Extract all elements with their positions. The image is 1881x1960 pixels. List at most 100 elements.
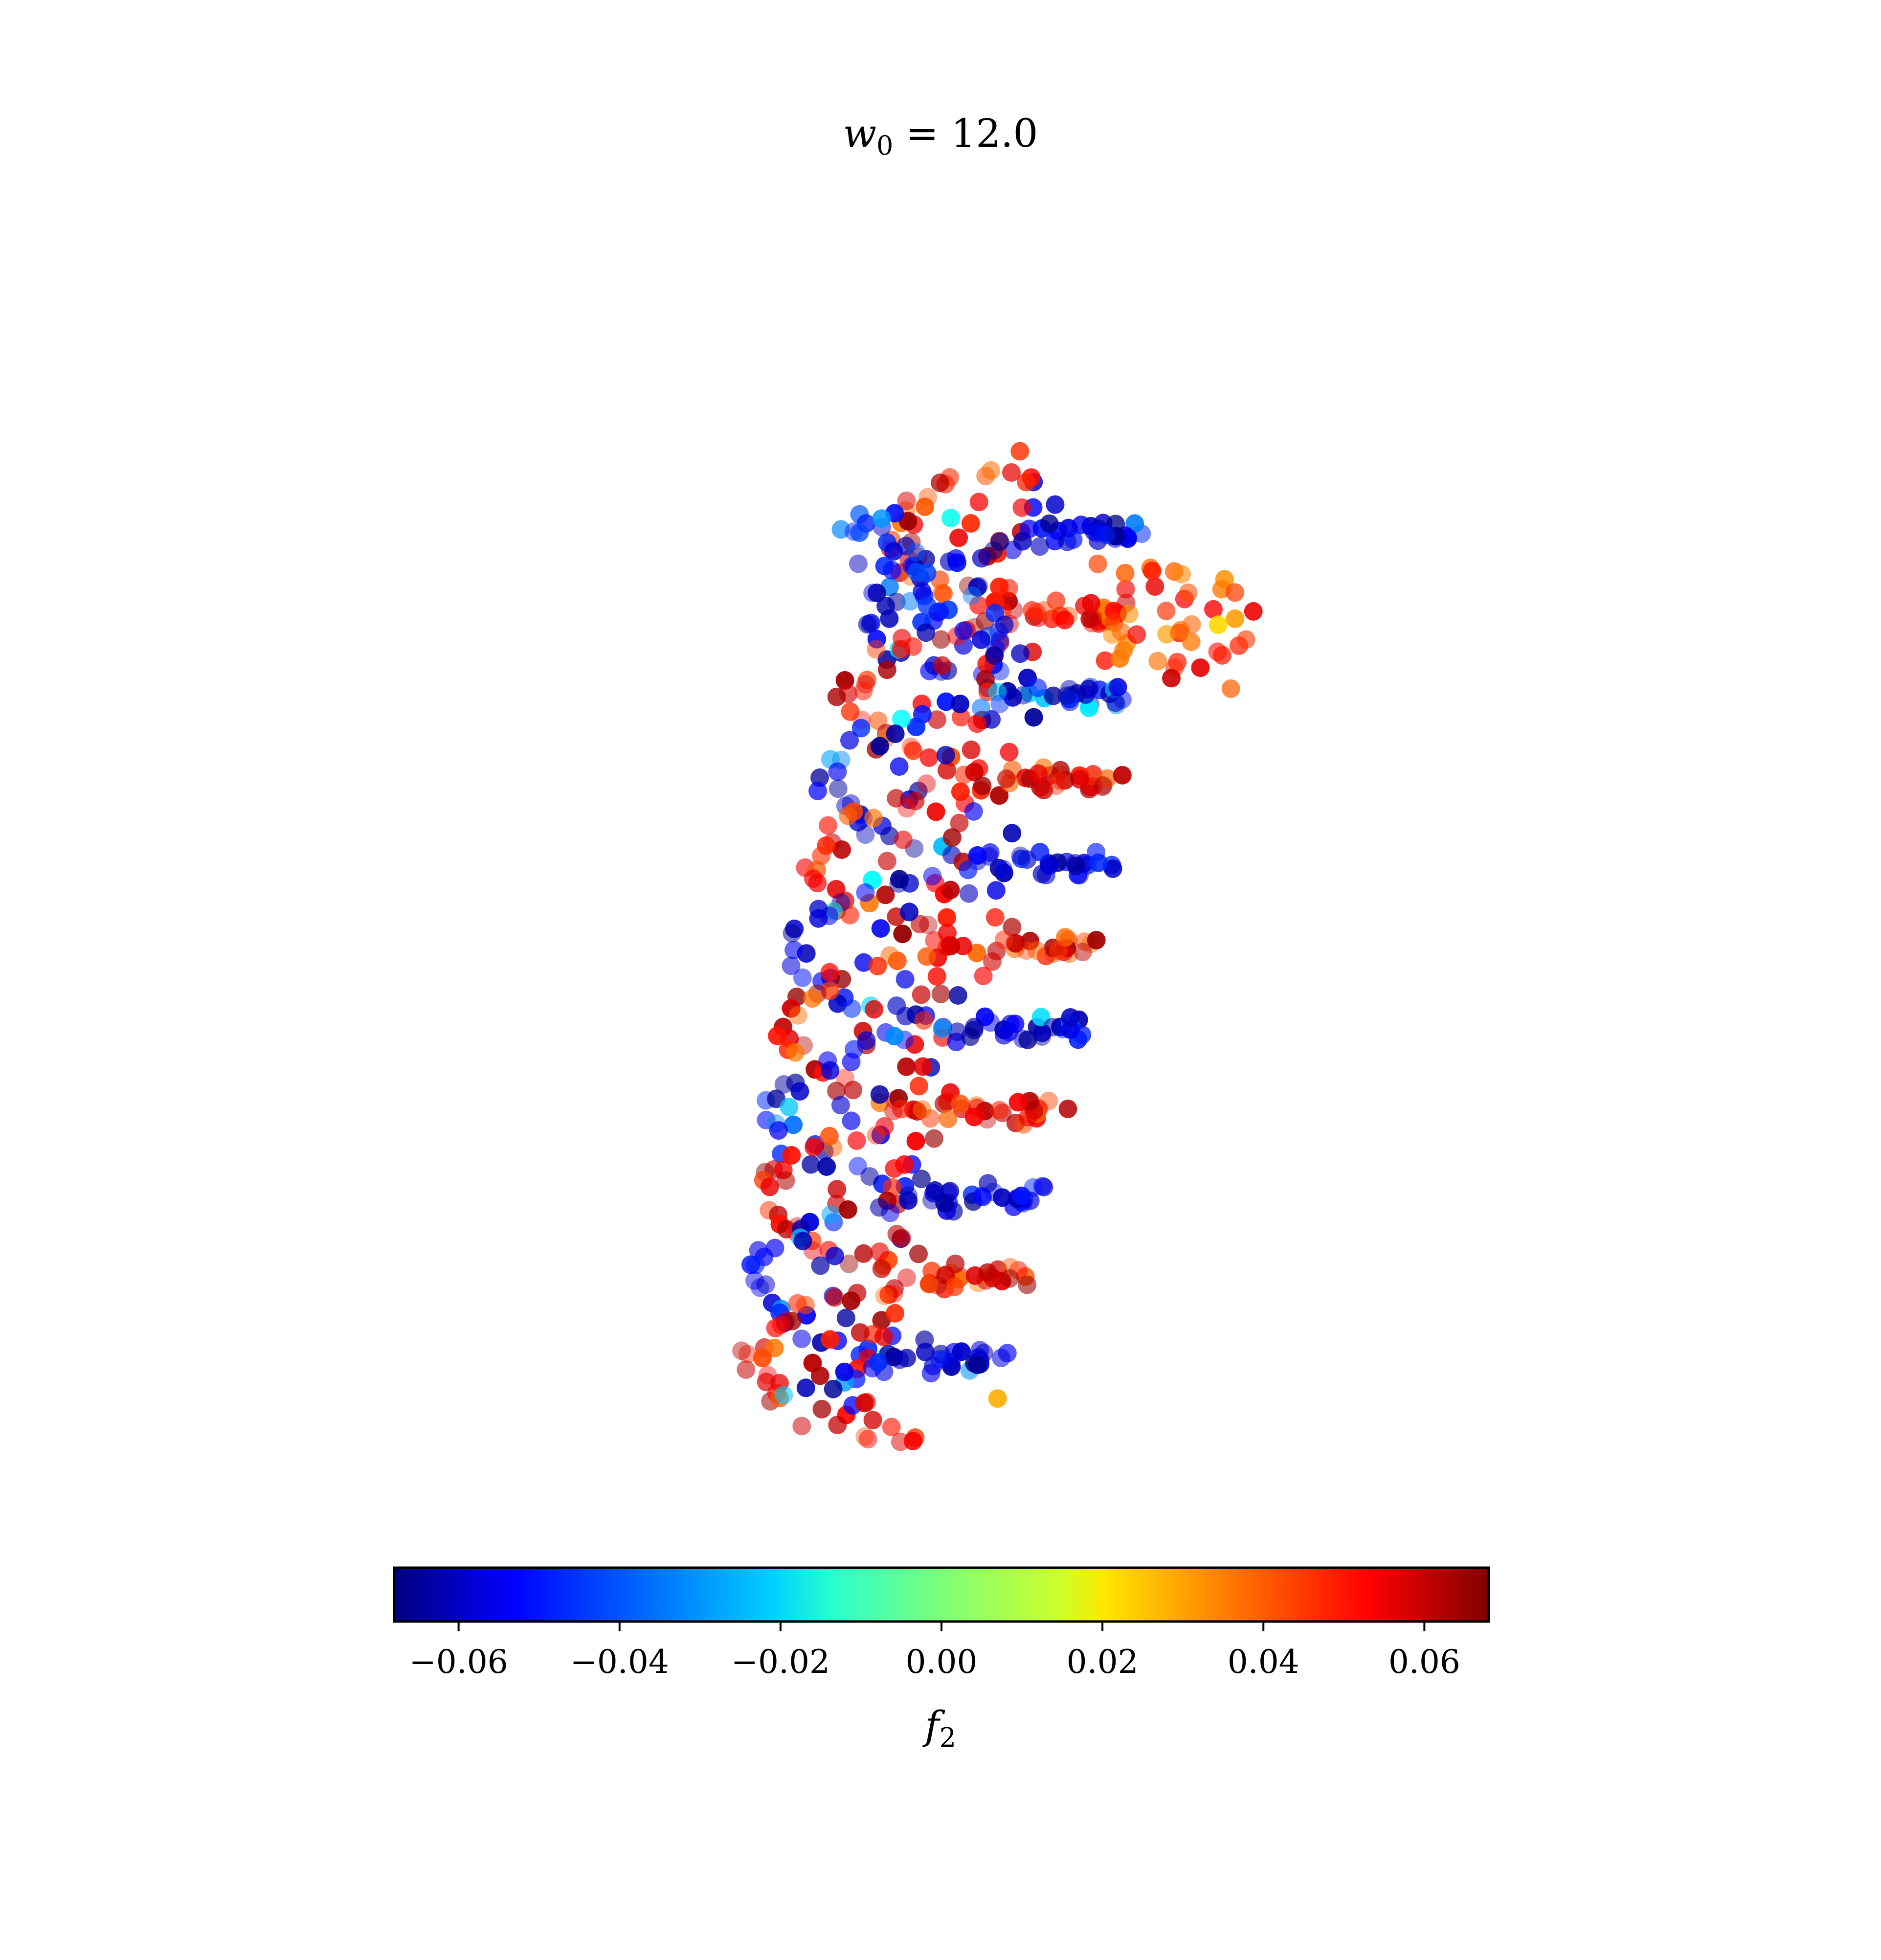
scatter-point [1182, 615, 1201, 634]
scatter-point [1046, 495, 1065, 514]
scatter-point [897, 491, 916, 510]
scatter-point [982, 461, 1001, 480]
scatter-point [828, 762, 847, 781]
scatter-point [856, 883, 875, 902]
scatter-point [825, 1288, 844, 1307]
scatter-point [1212, 646, 1232, 665]
scatter-point [990, 786, 1009, 805]
scatter-point [877, 852, 896, 871]
scatter-point [1191, 658, 1210, 677]
scatter-point [808, 874, 827, 893]
scatter-point [995, 615, 1014, 634]
scatter-point [927, 967, 946, 986]
scatter-point [844, 1081, 863, 1100]
scatter-point [1010, 442, 1030, 461]
scatter-point [1067, 856, 1086, 876]
scatter-point [994, 859, 1013, 879]
scatter-point [849, 554, 868, 573]
scatter-point [997, 769, 1016, 789]
scatter-point [912, 1170, 931, 1189]
scatter-point [784, 941, 804, 960]
scatter-point [1209, 615, 1228, 634]
scatter-point [926, 802, 945, 821]
scatter-point [1029, 764, 1048, 783]
scatter-point [828, 1416, 847, 1435]
scatter-point [835, 1362, 854, 1381]
scatter-point [1162, 669, 1181, 688]
scatter-point [914, 1011, 933, 1030]
scatter-point [1226, 609, 1245, 628]
title-base: w [843, 111, 876, 156]
scatter-point [968, 846, 987, 865]
scatter-point [856, 825, 875, 844]
scatter-point [910, 915, 929, 934]
scatter-point [782, 1146, 801, 1165]
scatter-point [1017, 473, 1035, 492]
scatter-point [907, 563, 926, 582]
scatter-point [906, 1131, 925, 1150]
scatter-point [790, 1082, 809, 1101]
scatter-point [1011, 644, 1030, 663]
scatter-point [780, 1098, 799, 1117]
scatter-point [868, 957, 887, 975]
scatter-point [923, 867, 942, 886]
colorbar-ticks: −0.06 −0.04 −0.02 0.00 0.02 0.04 0.06 [409, 1622, 1460, 1681]
scatter-point [1111, 622, 1130, 641]
scatter-point [887, 789, 906, 808]
scatter-point [1098, 769, 1117, 788]
scatter-point [884, 542, 903, 561]
scatter-point [1039, 1091, 1058, 1110]
scatter-point [867, 1126, 886, 1145]
scatter-point [864, 809, 883, 828]
scatter-point [930, 1350, 949, 1369]
scatter-point [971, 698, 990, 717]
scatter-point [901, 737, 920, 756]
scatter-point [875, 1117, 894, 1136]
scatter-point [850, 523, 869, 542]
scatter-point [884, 1284, 903, 1304]
scatter-point [1060, 690, 1079, 709]
scatter-point [907, 718, 926, 737]
scatter-point [1013, 686, 1032, 705]
scatter-point [1103, 859, 1122, 878]
scatter-point [788, 1294, 807, 1313]
scatter-point [918, 916, 938, 935]
title-subscript: 0 [876, 130, 893, 161]
scatter-point [925, 1129, 943, 1148]
scatter-point [1040, 514, 1059, 533]
scatter-point [1073, 943, 1092, 962]
scatter-point [817, 1157, 836, 1176]
scatter-point [854, 953, 873, 972]
scatter-point [1244, 602, 1263, 621]
scatter-point [1225, 583, 1244, 602]
scatter-point [821, 1061, 840, 1080]
scatter-point [985, 646, 1004, 665]
scatter-point [886, 724, 905, 743]
scatter-point [854, 1244, 873, 1263]
scatter-point [1040, 856, 1058, 875]
scatter-point [842, 1291, 861, 1310]
scatter-point [1081, 594, 1100, 613]
scatter-point [1113, 766, 1132, 785]
scatter-point [824, 1379, 843, 1398]
scatter-point [993, 1188, 1012, 1207]
scatter-point [999, 579, 1018, 598]
scatter-point [880, 946, 899, 965]
scatter-point [1030, 843, 1050, 862]
scatter-point [1127, 625, 1146, 644]
scatter-point [913, 582, 932, 601]
scatter-point [968, 1355, 987, 1374]
scatter-point [756, 1275, 775, 1294]
scatter-point [824, 1138, 843, 1157]
scatter-point [948, 986, 967, 1005]
scatter-point [927, 710, 946, 729]
scatter-point [1064, 530, 1083, 549]
scatter-point [964, 802, 983, 821]
scatter-point [840, 905, 859, 924]
scatter-point [1172, 564, 1191, 584]
scatter-point [1047, 591, 1066, 610]
scatter-point [970, 1341, 989, 1360]
scatter-point [1204, 600, 1223, 619]
scatter-point [776, 1171, 795, 1190]
colorbar-label-subscript: 2 [940, 1722, 956, 1753]
